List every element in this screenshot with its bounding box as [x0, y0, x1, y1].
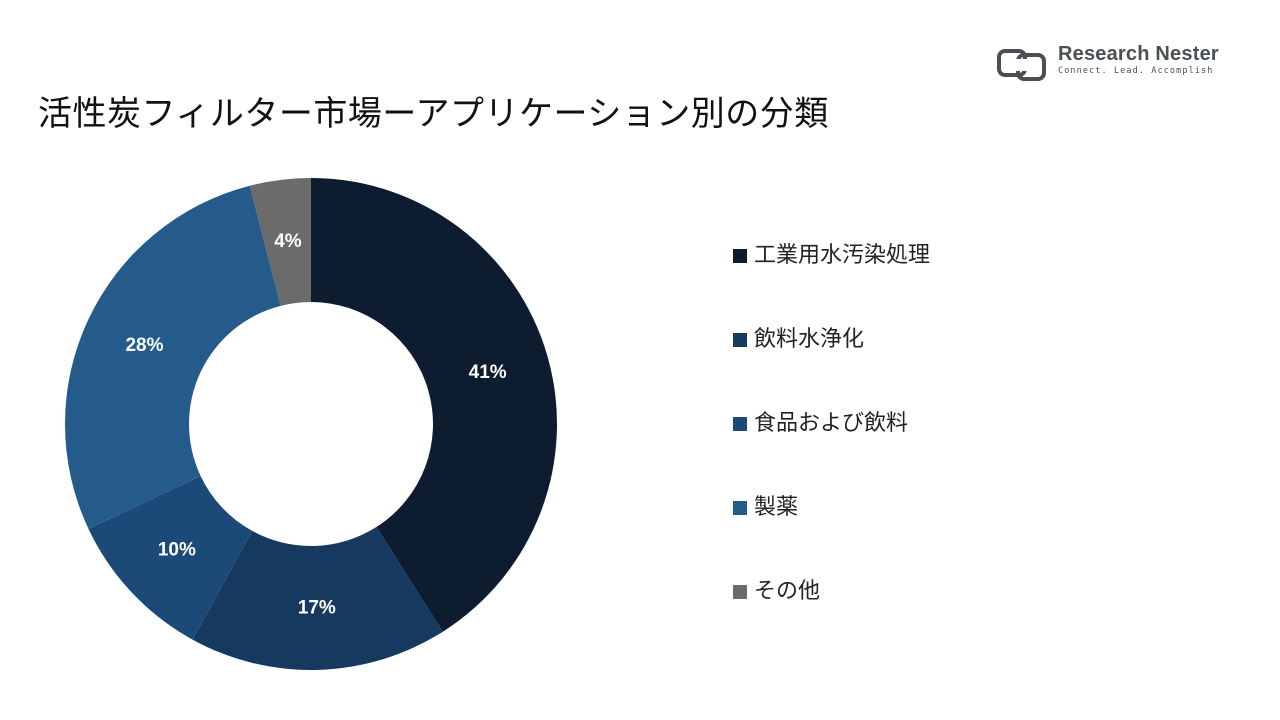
legend-item-food-beverage: 食品および飲料	[733, 408, 930, 492]
legend-item-industrial-water: 工業用水汚染処理	[733, 240, 930, 324]
slice-pharmaceutical	[64, 185, 281, 529]
legend-item-drinking-water: 飲料水浄化	[733, 324, 930, 408]
data-label-pharmaceutical: 28%	[125, 335, 163, 356]
legend-label: 製薬	[754, 495, 799, 520]
legend-label: 工業用水汚染処理	[754, 243, 931, 268]
slice-other	[249, 178, 311, 306]
legend-item-other: その他	[733, 576, 930, 660]
slice-drinking-water	[192, 527, 443, 670]
legend-swatch	[733, 585, 747, 599]
donut-chart: 41% 17% 10% 28% 4%	[64, 178, 557, 670]
legend-swatch	[733, 249, 747, 263]
data-label-other: 4%	[274, 231, 302, 252]
data-label-food-beverage: 10%	[158, 539, 196, 560]
logo-mark-icon	[997, 49, 1046, 81]
data-label-industrial-water: 41%	[469, 362, 507, 383]
legend-label: 食品および飲料	[754, 411, 909, 436]
research-nester-logo: Research Nester Connect. Lead. Accomplis…	[996, 44, 1236, 84]
logo-name: Research Nester	[1058, 43, 1219, 65]
data-label-drinking-water: 17%	[298, 597, 336, 618]
slice-industrial-water	[311, 178, 557, 632]
chart-legend: 工業用水汚染処理 飲料水浄化食品および飲料 製薬その他	[733, 240, 930, 660]
chart-title: 活性炭フィルター市場ーアプリケーション別の分類	[38, 94, 829, 134]
legend-label: 飲料水浄化	[754, 327, 865, 352]
legend-swatch	[733, 501, 747, 515]
logo-tagline: Connect. Lead. Accomplish	[1058, 66, 1214, 76]
slice-food-beverage	[88, 475, 253, 640]
legend-swatch	[733, 417, 747, 431]
legend-label: その他	[754, 579, 821, 604]
legend-item-pharmaceutical: 製薬	[733, 492, 930, 576]
legend-swatch	[733, 333, 747, 347]
